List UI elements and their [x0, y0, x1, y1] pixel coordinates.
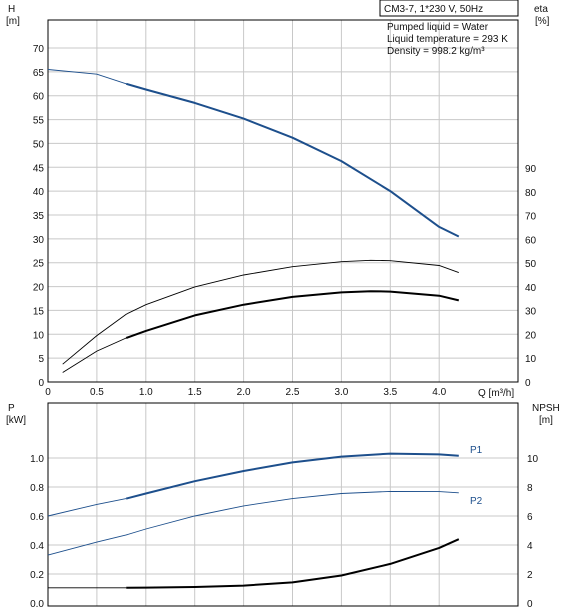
eta-tick-label: 80 [525, 188, 537, 199]
head-tick-label: 30 [33, 235, 45, 246]
eta-tick-label: 90 [525, 164, 537, 175]
power-tick-label: 0.2 [30, 570, 44, 581]
liquid-temperature-text: Liquid temperature = 293 K [387, 34, 508, 45]
top-panel-grid [47, 20, 518, 382]
power-tick-label: 1.0 [30, 454, 44, 465]
eta-total-curve-thin [62, 337, 127, 373]
flow-tick-label: 2.5 [286, 387, 300, 398]
power-tick-label: 0.4 [30, 541, 44, 552]
npsh-axis-unit: [m] [539, 415, 553, 426]
power-tick-label: 0.0 [30, 599, 44, 610]
npsh-curve-bold [126, 538, 460, 589]
pump-title: CM3-7, 1*230 V, 50Hz [384, 4, 483, 15]
eta-pump-curve-thin [62, 259, 459, 365]
npsh-tick-label: 8 [527, 483, 533, 494]
head-tick-label: 5 [38, 354, 44, 365]
eta-tick-label: 40 [525, 283, 537, 294]
head-axis-unit: [m] [6, 16, 20, 27]
flow-axis-ticks: 0 0.5 1.0 1.5 2.0 2.5 3.0 3.5 4.0 [45, 387, 446, 398]
power-axis-label: P [8, 403, 15, 414]
head-tick-label: 50 [33, 139, 45, 150]
p2-curve-label: P2 [470, 496, 483, 507]
pump-title-box [379, 0, 519, 17]
pumped-liquid-text: Pumped liquid = Water [387, 22, 489, 33]
flow-tick-label: 0 [45, 387, 51, 398]
eta-tick-label: 0 [525, 378, 531, 389]
npsh-axis-ticks: 0 2 4 6 8 10 [527, 454, 539, 610]
eta-axis-ticks: 0 10 20 30 40 50 60 70 80 90 [525, 164, 537, 389]
flow-tick-label: 0.5 [90, 387, 104, 398]
head-axis-label: H [8, 4, 15, 15]
head-tick-label: 60 [33, 92, 45, 103]
flow-tick-label: 1.0 [139, 387, 153, 398]
eta-tick-label: 60 [525, 235, 537, 246]
head-curve-bold [125, 82, 460, 238]
power-tick-label: 0.6 [30, 512, 44, 523]
head-tick-label: 0 [38, 378, 44, 389]
npsh-tick-label: 0 [527, 599, 533, 610]
npsh-axis-label: NPSH [532, 403, 560, 414]
flow-axis-label: Q [m³/h] [478, 388, 514, 399]
head-tick-label: 70 [33, 44, 45, 55]
head-tick-label: 15 [33, 306, 45, 317]
p2-curve-thin [47, 490, 459, 556]
flow-tick-label: 3.5 [383, 387, 397, 398]
top-panel-frame [47, 19, 519, 383]
npsh-tick-label: 6 [527, 512, 533, 523]
p1-curve-thin [47, 498, 127, 517]
bottom-panel-grid [47, 403, 518, 606]
power-tick-label: 0.8 [30, 483, 44, 494]
eta-tick-label: 50 [525, 259, 537, 270]
p1-curve-bold [125, 452, 459, 500]
power-axis-unit: [kW] [6, 415, 26, 426]
flow-tick-label: 3.0 [334, 387, 348, 398]
head-tick-label: 20 [33, 283, 45, 294]
head-tick-label: 35 [33, 211, 45, 222]
flow-tick-label: 1.5 [188, 387, 202, 398]
flow-tick-label: 2.0 [237, 387, 251, 398]
npsh-tick-label: 4 [527, 541, 533, 552]
power-axis-ticks: 0.0 0.2 0.4 0.6 0.8 1.0 [30, 454, 44, 610]
head-tick-label: 40 [33, 187, 45, 198]
head-curve-thin [47, 69, 127, 85]
npsh-tick-label: 10 [527, 454, 539, 465]
bottom-panel-frame [47, 402, 519, 607]
density-text: Density = 998.2 kg/m³ [387, 46, 485, 57]
eta-total-curve-bold [125, 290, 460, 339]
bottom-panel-curves [47, 452, 460, 589]
p1-curve-label: P1 [470, 445, 483, 456]
top-panel-curves [47, 69, 460, 373]
eta-axis-unit: [%] [535, 16, 550, 27]
head-tick-label: 45 [33, 163, 45, 174]
eta-tick-label: 10 [525, 354, 537, 365]
eta-tick-label: 30 [525, 307, 537, 318]
flow-tick-label: 4.0 [432, 387, 446, 398]
head-axis-ticks: 0 5 10 15 20 25 30 35 40 45 50 55 60 65 70 [33, 44, 45, 389]
head-tick-label: 55 [33, 116, 45, 127]
head-tick-label: 10 [33, 330, 45, 341]
eta-axis-label: eta [534, 4, 548, 15]
eta-tick-label: 20 [525, 330, 537, 341]
head-tick-label: 25 [33, 259, 45, 270]
npsh-tick-label: 2 [527, 570, 533, 581]
eta-tick-label: 70 [525, 212, 537, 223]
head-tick-label: 65 [33, 68, 45, 79]
